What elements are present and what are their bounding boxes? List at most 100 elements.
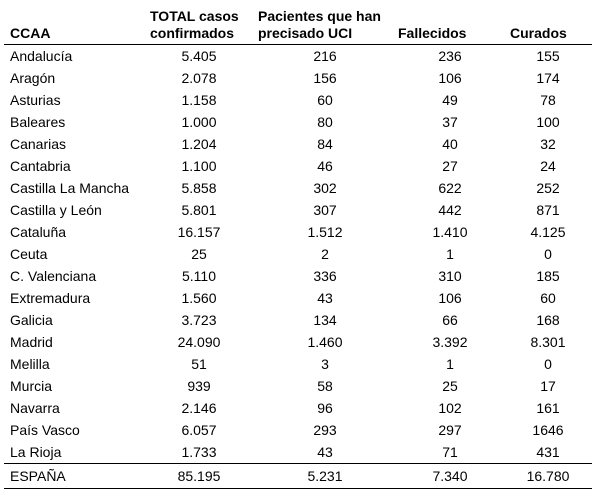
cell-icu-patients: 58 [317,377,333,394]
table-row: Murcia 939 58 25 17 [4,375,592,397]
table-body: Andalucía 5.405 216 236 155 Aragón 2.078 156 106… [4,44,592,463]
table-row: La Rioja 1.733 43 71 431 [4,441,592,464]
cell-recovered: 155 [536,47,560,64]
header-total-confirmed: TOTAL casos confirmados [144,4,254,45]
cell-recovered: 17 [540,377,556,394]
cell-deceased: 37 [442,113,458,130]
cell-total-confirmed: 1.000 [181,113,217,130]
cell-total-confirmed: 2.146 [181,399,217,416]
cell-ccaa: Cantabria [10,157,71,174]
total-row-curados: 16.780 [504,462,592,489]
cell-ccaa: Ceuta [10,245,48,262]
cell-ccaa: Cataluña [10,223,67,240]
table-row: Andalucía 5.405 216 236 155 [4,44,592,67]
cell-deceased: 3.392 [432,333,468,350]
cell-icu-patients: 43 [317,443,333,460]
table-row: Cataluña 16.157 1.512 1.410 4.125 [4,221,592,243]
cell-deceased: 27 [442,157,458,174]
cell-icu-patients: 1.460 [307,333,343,350]
cell-deceased: 71 [442,443,458,460]
cell-ccaa: Navarra [10,399,60,416]
cell-total-confirmed: 25 [191,245,207,262]
cell-icu-patients: 80 [317,113,333,130]
header-total-line2: confirmados [150,24,235,41]
cell-deceased: 66 [442,311,458,328]
table-row: País Vasco 6.057 293 297 1646 [4,419,592,441]
cell-ccaa: Madrid [10,333,53,350]
table-footer: ESPAÑA 85.195 5.231 7.340 16.780 [4,462,592,489]
table-row: Asturias 1.158 60 49 78 [4,89,592,111]
cell-recovered: 78 [540,91,556,108]
cell-deceased: 1.410 [432,223,468,240]
cell-total-confirmed: 2.078 [181,69,217,86]
cell-deceased: 310 [438,267,462,284]
cell-deceased: 1 [446,355,454,372]
cell-ccaa: Murcia [10,377,53,394]
cell-deceased: 106 [438,69,462,86]
cell-deceased: 102 [438,399,462,416]
cell-total-confirmed: 5.858 [181,179,217,196]
cell-recovered: 0 [544,245,552,262]
cell-recovered: 24 [540,157,556,174]
cell-recovered: 252 [536,179,560,196]
cell-total-confirmed: 1.158 [181,91,217,108]
total-row-uci: 5.231 [254,462,396,489]
header-icu-patients: Pacientes que han precisado UCI [254,4,396,45]
cell-icu-patients: 3 [321,355,329,372]
cell-ccaa: Castilla y León [10,201,102,218]
cell-recovered: 4.125 [530,223,566,240]
cell-ccaa: Baleares [10,113,66,130]
cell-ccaa: Galicia [10,311,53,328]
cell-ccaa: País Vasco [10,421,80,438]
cell-ccaa: Extremadura [10,289,91,306]
cell-recovered: 431 [536,443,560,460]
cell-total-confirmed: 24.090 [177,333,221,350]
cell-recovered: 168 [536,311,560,328]
cell-icu-patients: 46 [317,157,333,174]
cell-deceased: 40 [442,135,458,152]
cell-icu-patients: 60 [317,91,333,108]
cell-icu-patients: 302 [313,179,337,196]
cell-recovered: 185 [536,267,560,284]
header-recovered: Curados [504,4,592,45]
cell-total-confirmed: 51 [191,355,207,372]
table-row: Castilla La Mancha 5.858 302 622 252 [4,177,592,199]
cell-ccaa: Castilla La Mancha [10,179,130,196]
cell-total-confirmed: 5.110 [182,267,216,284]
cell-icu-patients: 96 [317,399,333,416]
header-uci-line1: Pacientes que han [258,7,381,24]
total-row-fallecidos: 7.340 [396,462,504,489]
cell-recovered: 871 [536,201,560,218]
cell-icu-patients: 307 [313,201,337,218]
cell-deceased: 236 [438,47,462,64]
cell-recovered: 1646 [532,421,564,438]
cell-ccaa: Andalucía [10,47,73,64]
cell-icu-patients: 293 [313,421,337,438]
total-row-ccaa: ESPAÑA [4,462,144,489]
cell-ccaa: C. Valenciana [10,267,97,284]
cell-total-confirmed: 5.801 [181,201,217,218]
table-row: Ceuta 25 2 1 0 [4,243,592,265]
cell-deceased: 49 [442,91,458,108]
cell-recovered: 60 [540,289,556,306]
cell-icu-patients: 43 [317,289,333,306]
cell-recovered: 174 [536,69,560,86]
cell-ccaa: Asturias [10,91,61,108]
cell-deceased: 1 [446,245,454,262]
cell-deceased: 106 [438,289,462,306]
cell-deceased: 442 [438,201,462,218]
cell-total-confirmed: 1.204 [181,135,217,152]
cell-icu-patients: 216 [313,47,337,64]
cell-total-confirmed: 3.723 [181,311,217,328]
table-header: CCAA TOTAL casos confirmados Pacientes q… [4,4,592,45]
header-ccaa: CCAA [4,4,144,45]
cell-recovered: 161 [536,399,560,416]
total-row: ESPAÑA 85.195 5.231 7.340 16.780 [4,462,592,489]
cell-total-confirmed: 6.057 [181,421,217,438]
cell-total-confirmed: 5.405 [181,47,217,64]
header-total-line1: TOTAL casos [150,7,239,24]
table-row: Aragón 2.078 156 106 174 [4,67,592,89]
cell-icu-patients: 84 [317,135,333,152]
cell-recovered: 0 [544,355,552,372]
table-row: C. Valenciana 5.110 336 310 185 [4,265,592,287]
